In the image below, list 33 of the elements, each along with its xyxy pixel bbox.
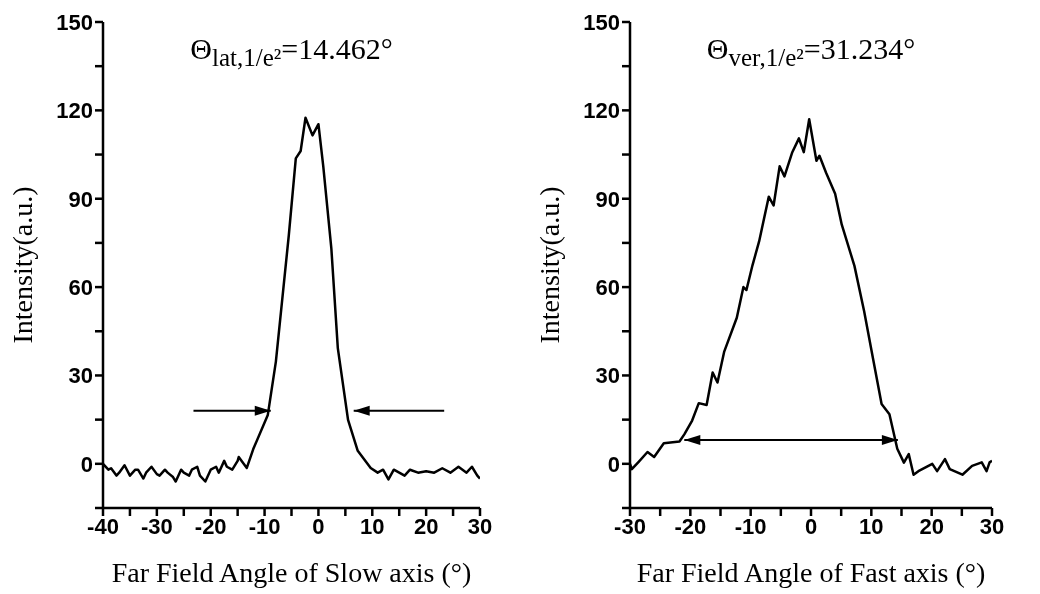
y-tick-label: 90 (68, 186, 93, 212)
x-tick-label: 0 (312, 513, 325, 539)
x-tick-label: 30 (467, 513, 493, 539)
y-tick-label: 30 (595, 363, 620, 389)
x-axis-title: Far Field Angle of Fast axis (°) (636, 557, 986, 588)
y-tick-label: 120 (56, 98, 93, 124)
y-tick-label: 60 (68, 274, 93, 300)
y-tick-label: 30 (68, 363, 93, 389)
y-tick-label: 0 (80, 451, 93, 477)
x-tick-label: -40 (87, 513, 119, 539)
x-tick-label: -30 (140, 513, 173, 539)
x-tick-label: 10 (360, 513, 385, 539)
x-axis-title: Far Field Angle of Slow axis (°) (111, 557, 472, 588)
y-tick-label: 120 (583, 98, 620, 124)
x-tick-label: -20 (674, 513, 707, 539)
y-tick-label: 0 (607, 451, 620, 477)
y-tick-label: 60 (595, 274, 620, 300)
x-tick-label: -20 (194, 513, 227, 539)
annotation: Θ$_{ver,1/e²}$=31.234° (705, 32, 917, 72)
x-tick-label: -10 (734, 513, 767, 539)
annotation: Θ$_{lat,1/e²}$=14.462° (189, 32, 394, 72)
x-tick-label: 30 (979, 513, 1005, 539)
x-tick-label: 20 (919, 513, 944, 539)
y-tick-label: 90 (595, 186, 620, 212)
y-axis-title: Intensity(a.u.) (6, 186, 38, 344)
x-tick-label: 10 (859, 513, 884, 539)
x-tick-label: -10 (248, 513, 281, 539)
x-tick-label: 20 (413, 513, 439, 539)
y-tick-label: 150 (56, 9, 93, 35)
x-tick-label: 0 (804, 513, 818, 539)
y-tick-label: 150 (583, 9, 620, 35)
y-axis-title: Intensity(a.u.) (533, 186, 565, 344)
x-tick-label: -30 (614, 513, 646, 539)
